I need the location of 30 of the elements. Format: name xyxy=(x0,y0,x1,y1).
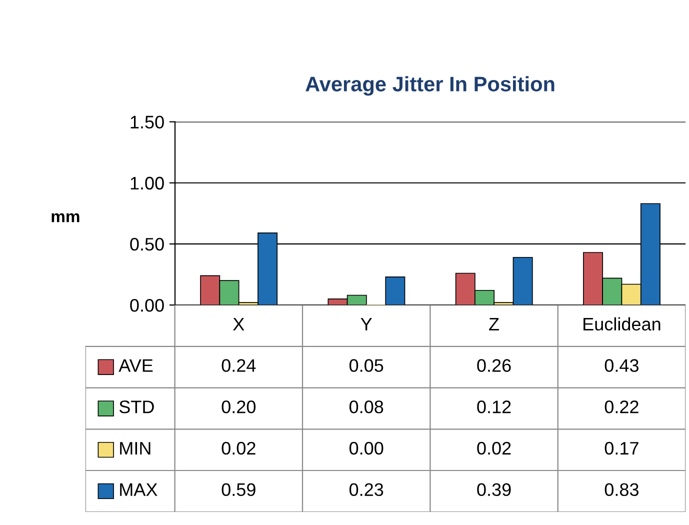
data-label: 0.02 xyxy=(477,442,511,455)
x-tick-label: X xyxy=(233,318,244,330)
y-tick-label: 1.50 xyxy=(130,116,164,129)
y-axis-title: mm xyxy=(52,213,80,222)
x-tick-label: Z xyxy=(489,318,499,330)
legend-label: AVE xyxy=(118,359,153,372)
data-label: 0.83 xyxy=(604,483,638,496)
y-tick-label: 1.00 xyxy=(130,176,164,190)
data-label: 0.39 xyxy=(477,483,511,496)
y-tick-label: 0.50 xyxy=(130,238,164,251)
data-label: 0.59 xyxy=(222,483,256,496)
data-label: 0.00 xyxy=(349,442,384,455)
legend-label: MAX xyxy=(120,483,158,496)
y-tick-label: 0.00 xyxy=(130,298,164,312)
data-label: 0.43 xyxy=(604,359,638,372)
data-label: 0.05 xyxy=(349,359,384,372)
data-label: 0.08 xyxy=(349,400,384,414)
data-label: 0.22 xyxy=(604,400,638,414)
data-label: 0.26 xyxy=(477,359,511,372)
data-label: 0.12 xyxy=(477,400,511,414)
data-label: 0.17 xyxy=(604,442,638,455)
data-label: 0.20 xyxy=(222,400,256,414)
data-label: 0.23 xyxy=(349,483,384,496)
chart-title: Average Jitter In Position xyxy=(306,76,554,96)
legend-label: MIN xyxy=(120,442,150,454)
x-tick-label: Euclidean xyxy=(584,317,660,331)
data-label: 0.24 xyxy=(222,359,256,372)
data-label: 0.02 xyxy=(222,442,256,455)
legend-label: STD xyxy=(119,400,154,414)
x-tick-label: Y xyxy=(360,318,372,330)
